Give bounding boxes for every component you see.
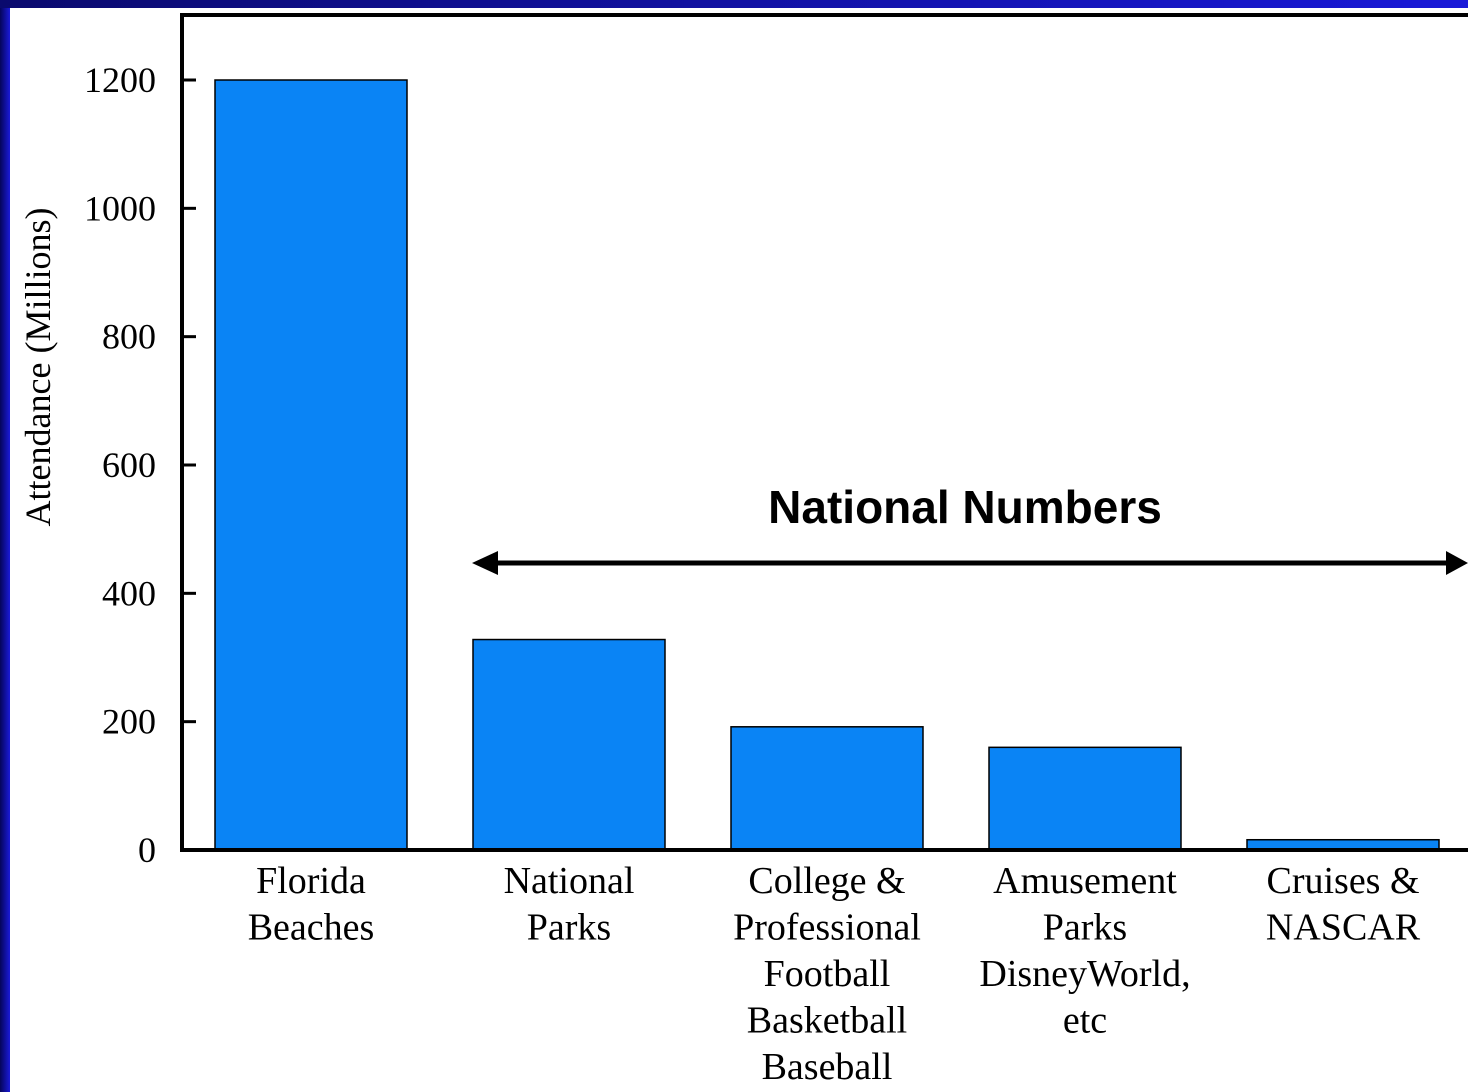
annotation-title: National Numbers	[768, 481, 1162, 533]
y-tick-label-2: 400	[102, 573, 156, 613]
annotation-arrow-left-head	[472, 551, 498, 575]
slide-frame-top	[0, 0, 1468, 8]
y-tick-label-0: 0	[138, 830, 156, 870]
y-tick-label-6: 1200	[84, 60, 156, 100]
y-ticks-layer: 0 200 400 600 800 1000 1200	[84, 60, 196, 870]
annotation-layer: National Numbers	[472, 481, 1468, 575]
bar-1	[472, 638, 666, 851]
axes-layer	[180, 13, 1468, 852]
x-tick-label-0: Florida Beaches	[248, 860, 375, 949]
y-tick-label-5: 1000	[84, 188, 156, 228]
slide-frame-left	[0, 0, 10, 1092]
y-axis-label: Attendance (Millions)	[18, 208, 58, 527]
bar-0	[214, 79, 408, 851]
x-tick-label-3: Amusement Parks DisneyWorld, etc	[979, 860, 1190, 1042]
bar-3	[988, 746, 1182, 851]
x-tick-label-4: Cruises & NASCAR	[1266, 860, 1421, 949]
annotation-arrow-right-head	[1446, 551, 1468, 575]
bar-2	[730, 726, 924, 851]
x-labels-layer: Florida Beaches National Parks College & Prof…	[248, 860, 1421, 1088]
bars-layer	[214, 79, 1440, 851]
x-tick-label-2: College & Professional Football Basketball B…	[733, 860, 921, 1088]
y-tick-label-4: 800	[102, 317, 156, 357]
y-tick-label-3: 600	[102, 445, 156, 485]
x-tick-label-1: National Parks	[504, 860, 635, 949]
y-tick-label-1: 200	[102, 702, 156, 742]
